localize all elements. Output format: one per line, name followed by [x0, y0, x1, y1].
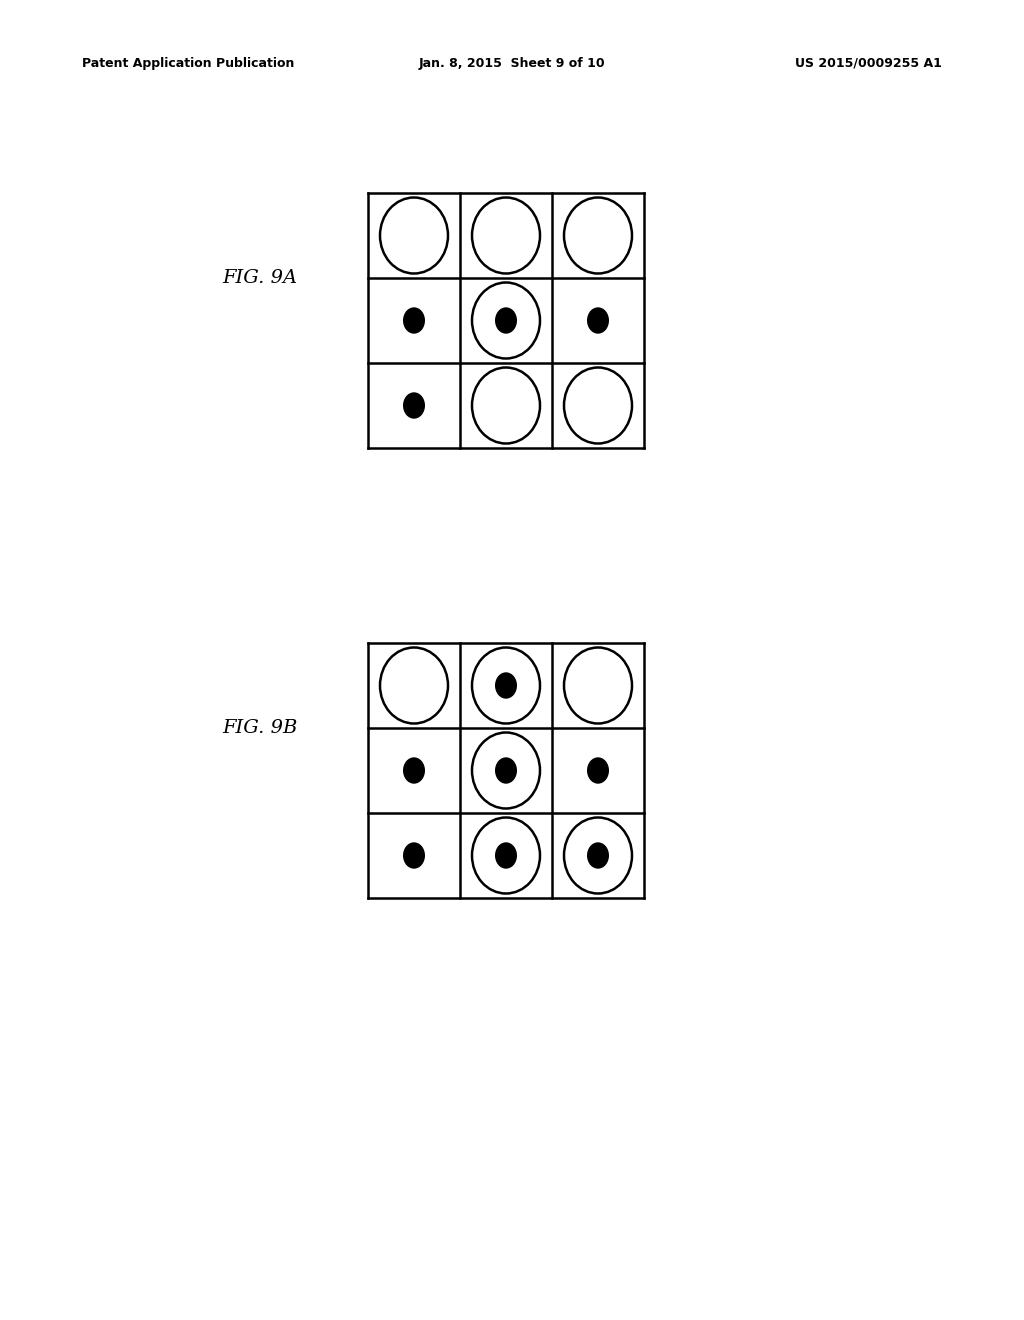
Ellipse shape [495, 842, 517, 869]
Text: Jan. 8, 2015  Sheet 9 of 10: Jan. 8, 2015 Sheet 9 of 10 [419, 57, 605, 70]
Ellipse shape [403, 308, 425, 334]
Ellipse shape [403, 758, 425, 784]
Ellipse shape [495, 308, 517, 334]
Ellipse shape [495, 758, 517, 784]
Text: FIG. 9B: FIG. 9B [222, 719, 298, 737]
Ellipse shape [587, 842, 609, 869]
Ellipse shape [403, 842, 425, 869]
Text: FIG. 9A: FIG. 9A [222, 269, 298, 286]
Ellipse shape [587, 308, 609, 334]
Ellipse shape [495, 672, 517, 698]
Text: Patent Application Publication: Patent Application Publication [82, 57, 294, 70]
Ellipse shape [587, 758, 609, 784]
Ellipse shape [403, 392, 425, 418]
Text: US 2015/0009255 A1: US 2015/0009255 A1 [795, 57, 942, 70]
